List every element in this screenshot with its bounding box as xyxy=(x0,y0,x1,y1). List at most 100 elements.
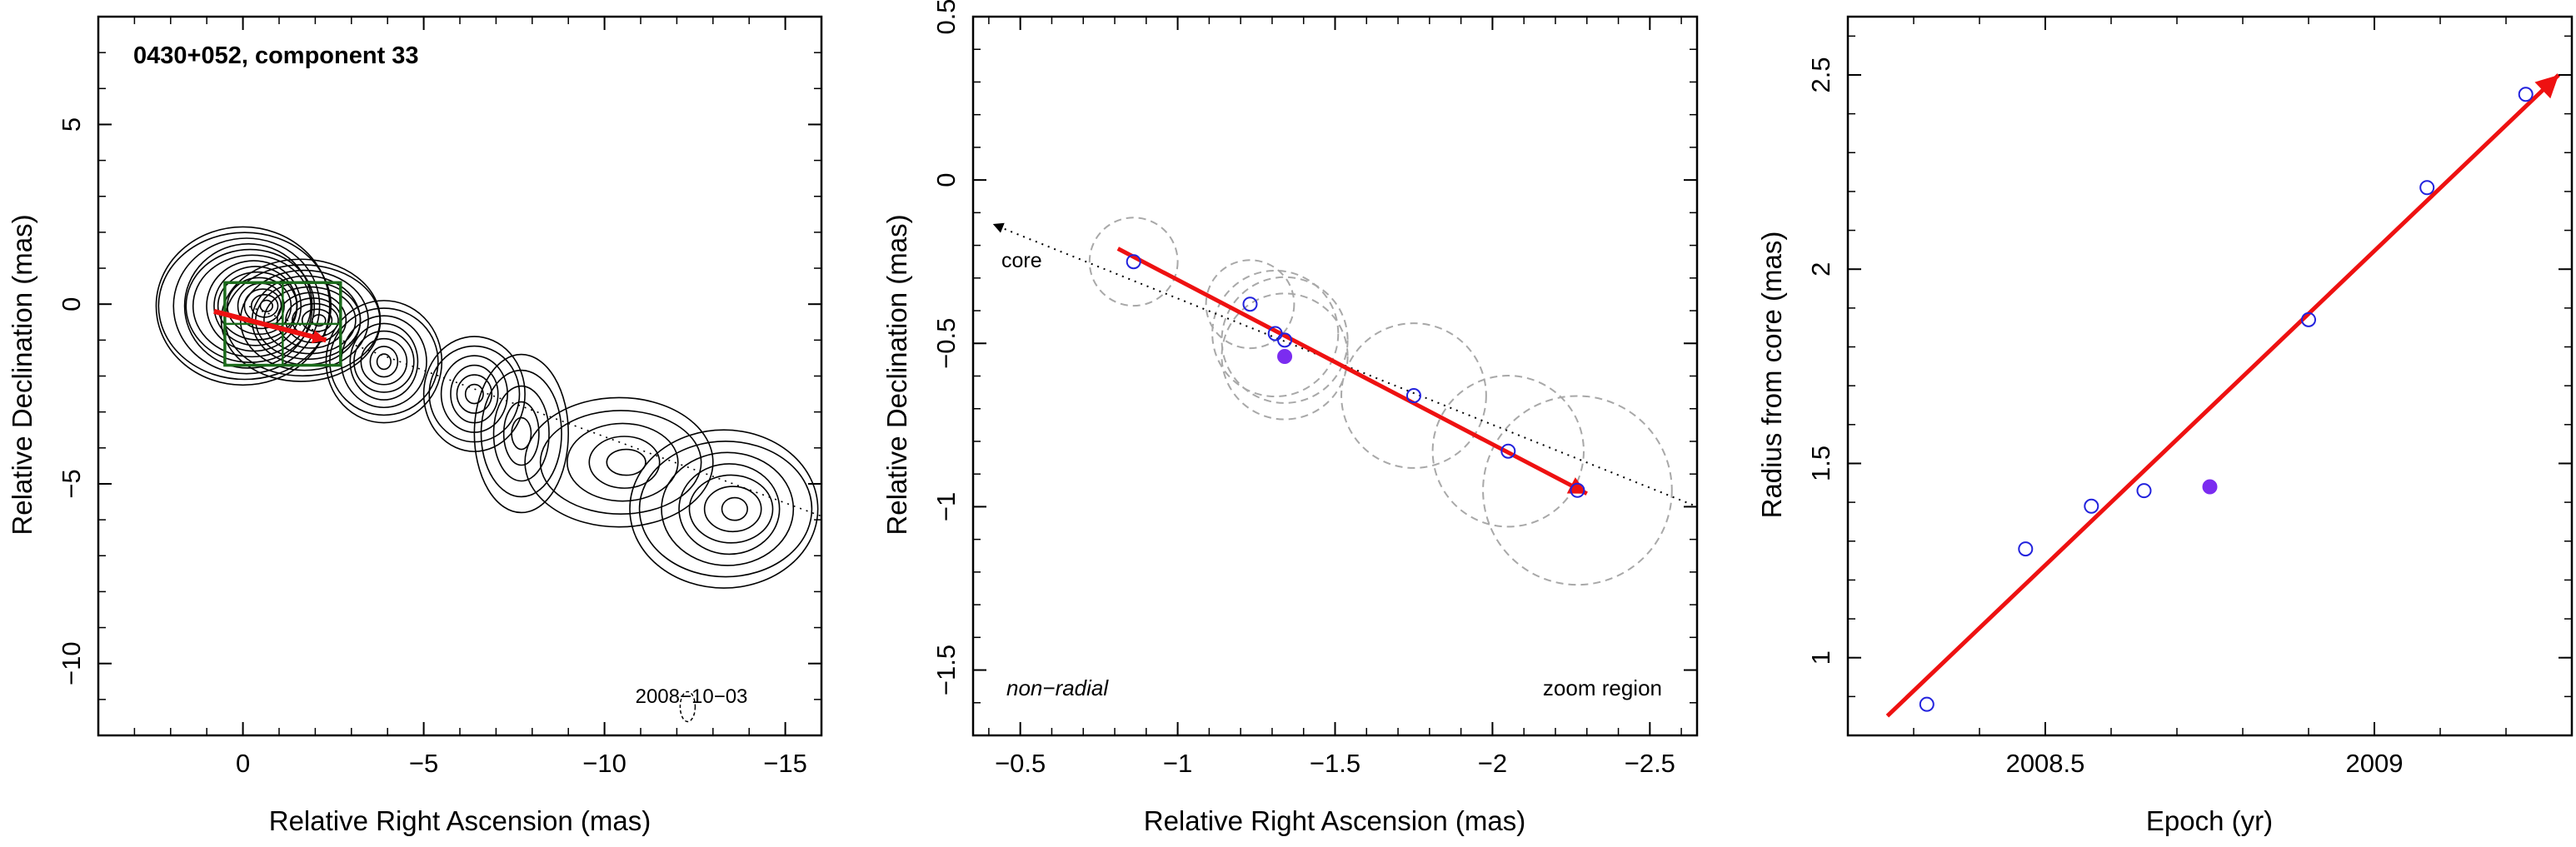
contour-core xyxy=(157,232,332,381)
x-tick-label: −0.5 xyxy=(995,749,1046,778)
data-point xyxy=(1277,332,1293,348)
y-tick-label: 1 xyxy=(1806,650,1835,665)
contour-knot-e xyxy=(688,474,774,544)
contour-knot-d xyxy=(606,448,646,476)
contour-knot-d xyxy=(539,410,702,515)
contour-knot-a xyxy=(376,353,392,371)
y-tick-label: −1.5 xyxy=(931,645,961,695)
y-tick-label: −0.5 xyxy=(931,318,961,369)
data-point xyxy=(2419,180,2435,196)
contour-knot-d xyxy=(588,436,661,489)
velocity-arrow xyxy=(1116,247,1588,496)
contour-knot-a xyxy=(329,307,439,416)
contour-knot-e xyxy=(721,496,748,521)
y-tick-label: 2.5 xyxy=(1806,57,1835,92)
contour-knot-a xyxy=(349,322,419,401)
contour-knot-e xyxy=(629,429,819,589)
zoom-region-label: zoom region xyxy=(1543,675,1662,700)
data-point xyxy=(2084,498,2099,514)
x-tick-label: −2 xyxy=(1478,749,1507,778)
x-tick-label: −5 xyxy=(409,749,438,778)
x-tick-label: −10 xyxy=(582,749,627,778)
x-tick-label: −2.5 xyxy=(1625,749,1675,778)
contour-core xyxy=(155,226,331,386)
contour-inner xyxy=(263,286,357,355)
velocity-arrow-head xyxy=(311,330,327,344)
trajectory-layer xyxy=(992,217,1697,586)
contour-layer xyxy=(155,226,821,723)
core-arrow-head xyxy=(992,222,1005,233)
contour-core xyxy=(206,260,302,352)
contour-knot-e xyxy=(661,451,795,566)
contour-knot-e xyxy=(638,440,813,578)
y-tick-label: −1 xyxy=(931,492,961,521)
beam-ellipse xyxy=(679,690,696,723)
data-point xyxy=(1242,296,1258,312)
y-tick-label: 5 xyxy=(57,117,86,132)
data-point-filled xyxy=(1277,348,1293,364)
y-axis-label: Radius from core (mas) xyxy=(1756,232,1787,519)
contour-knot-e xyxy=(703,486,762,533)
contour-knot-c xyxy=(502,401,540,466)
contour-inner xyxy=(311,314,327,327)
data-point-filled xyxy=(2202,479,2218,495)
contour-knot-a xyxy=(369,346,399,378)
velocity-arrow xyxy=(213,308,327,343)
y-tick-label: −10 xyxy=(57,641,86,685)
data-point xyxy=(1919,696,1934,712)
component-size-circle xyxy=(1221,292,1349,421)
contour-group xyxy=(155,226,821,723)
contour-knot-c xyxy=(480,369,562,498)
contour-knot-a xyxy=(360,337,408,386)
plot-frame xyxy=(971,15,1699,737)
data-point xyxy=(2018,541,2034,557)
data-point xyxy=(2301,311,2316,327)
contour-knot-c xyxy=(511,416,532,451)
data-point xyxy=(1405,388,1421,404)
x-tick-label: 2009 xyxy=(2346,749,2404,778)
trajectory-group xyxy=(992,217,1697,586)
contour-knot-b xyxy=(456,374,493,414)
x-axis-label: Relative Right Ascension (mas) xyxy=(269,805,651,836)
core-direction-line xyxy=(1004,228,1697,508)
contour-knot-b xyxy=(422,336,526,452)
data-point xyxy=(1500,443,1516,459)
contour-inner xyxy=(276,291,347,349)
axis-ticks: −0.5 −1 −1.5 −2 −2.5 0.5 0 −0.5 −1 −1.5 xyxy=(931,0,1697,778)
x-tick-label: −1.5 xyxy=(1310,749,1360,778)
non-radial-label: non−radial xyxy=(1006,675,1109,700)
contour-core xyxy=(172,237,321,375)
y-tick-label: 1.5 xyxy=(1806,446,1835,481)
y-tick-label: 0 xyxy=(57,297,86,311)
panel-zoom-region: −0.5 −1 −1.5 −2 −2.5 0.5 0 −0.5 −1 −1.5 core non−… xyxy=(881,0,1699,836)
ridge-line xyxy=(242,303,821,517)
epoch-label: 2008−10−03 xyxy=(636,685,748,708)
velocity-arrow-head xyxy=(2534,74,2559,99)
data-point xyxy=(2518,87,2534,102)
component-size-circle xyxy=(1340,322,1487,469)
contour-knot-c xyxy=(473,353,570,514)
contour-inner xyxy=(251,275,362,366)
contour-inner xyxy=(301,308,333,332)
contour-knot-e xyxy=(678,463,781,556)
x-tick-label: −15 xyxy=(763,749,807,778)
radius-layer xyxy=(1885,73,2560,718)
contour-core xyxy=(192,254,312,358)
y-tick-label: 0.5 xyxy=(931,0,961,35)
x-tick-label: −1 xyxy=(1163,749,1192,778)
velocity-arrow xyxy=(1885,73,2560,718)
axis-ticks: 2008.5 2009 1 1.5 2 2.5 xyxy=(1806,17,2573,778)
y-tick-label: −5 xyxy=(57,469,86,498)
x-tick-label: 0 xyxy=(236,749,250,778)
x-tick-label: 2008.5 xyxy=(2006,749,2085,778)
y-axis-label: Relative Declination (mas) xyxy=(7,214,37,535)
contour-knot-d xyxy=(524,396,714,528)
contour-core xyxy=(185,248,316,363)
component-size-circle xyxy=(1431,375,1585,528)
contour-core xyxy=(259,299,273,312)
x-axis-label: Epoch (yr) xyxy=(2146,805,2273,836)
component-size-circle xyxy=(1205,259,1295,350)
component-size-circle xyxy=(1482,395,1673,586)
data-point xyxy=(1570,482,1585,498)
